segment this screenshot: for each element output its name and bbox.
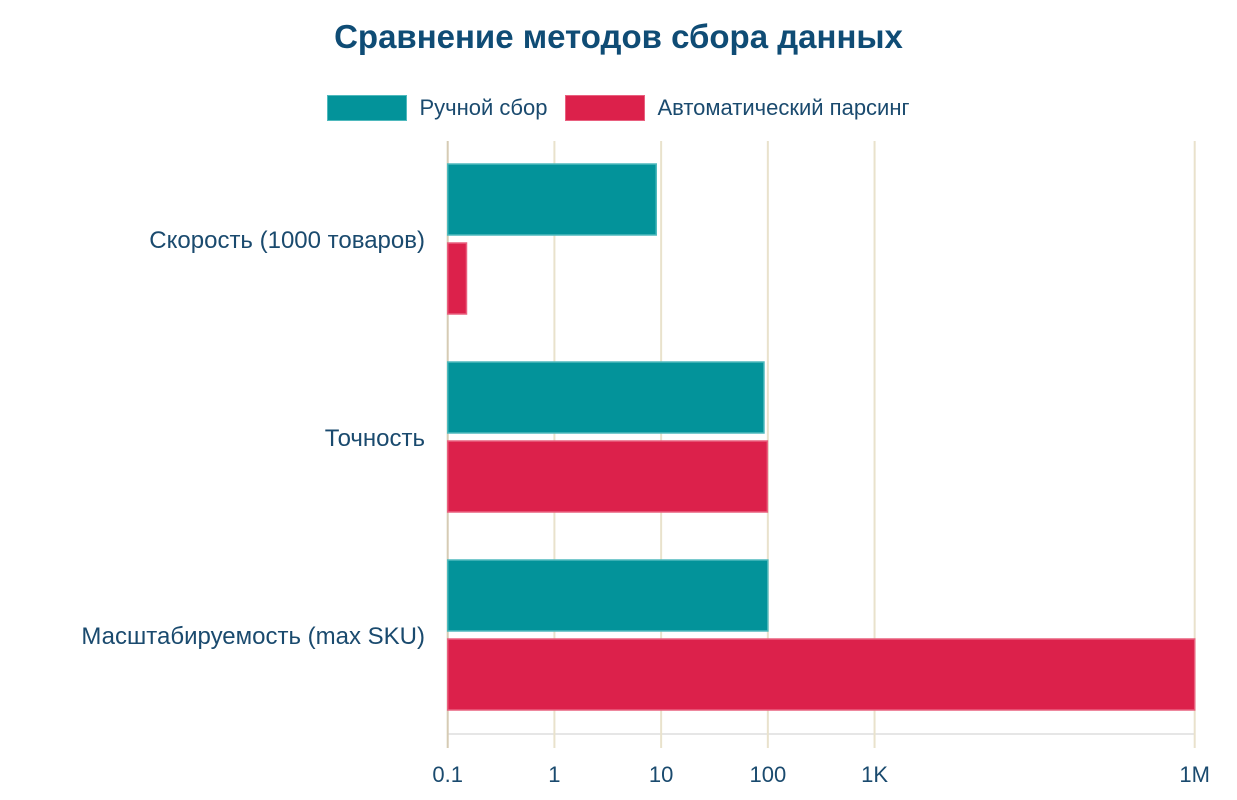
- x-tick-label: 100: [749, 762, 786, 787]
- legend: Ручной сбор Автоматический парсинг: [0, 95, 1237, 121]
- bar-auto[interactable]: [446, 440, 769, 513]
- legend-item-manual[interactable]: Ручной сбор: [327, 95, 547, 121]
- legend-item-auto[interactable]: Автоматический парсинг: [565, 95, 910, 121]
- legend-label-manual: Ручной сбор: [419, 95, 548, 120]
- bar-auto[interactable]: [446, 638, 1196, 711]
- x-tick-label: 1K: [861, 762, 888, 787]
- category-label: Точность: [325, 425, 425, 452]
- x-tick-label: 10: [649, 762, 673, 787]
- bar-manual[interactable]: [446, 559, 769, 632]
- bar-auto[interactable]: [446, 242, 468, 315]
- legend-swatch-auto: [565, 95, 646, 121]
- x-tick-label: 1: [548, 762, 560, 787]
- x-tick-label: 1M: [1179, 762, 1210, 787]
- bar-manual[interactable]: [446, 361, 765, 434]
- x-tick-label: 0.1: [432, 762, 463, 787]
- category-label: Скорость (1000 товаров): [149, 227, 425, 254]
- legend-swatch-manual: [327, 95, 408, 121]
- bar-manual[interactable]: [446, 163, 657, 236]
- category-label: Масштабируемость (max SKU): [81, 623, 425, 650]
- chart-title: Сравнение методов сбора данных: [334, 18, 903, 55]
- legend-label-auto: Автоматический парсинг: [657, 95, 910, 120]
